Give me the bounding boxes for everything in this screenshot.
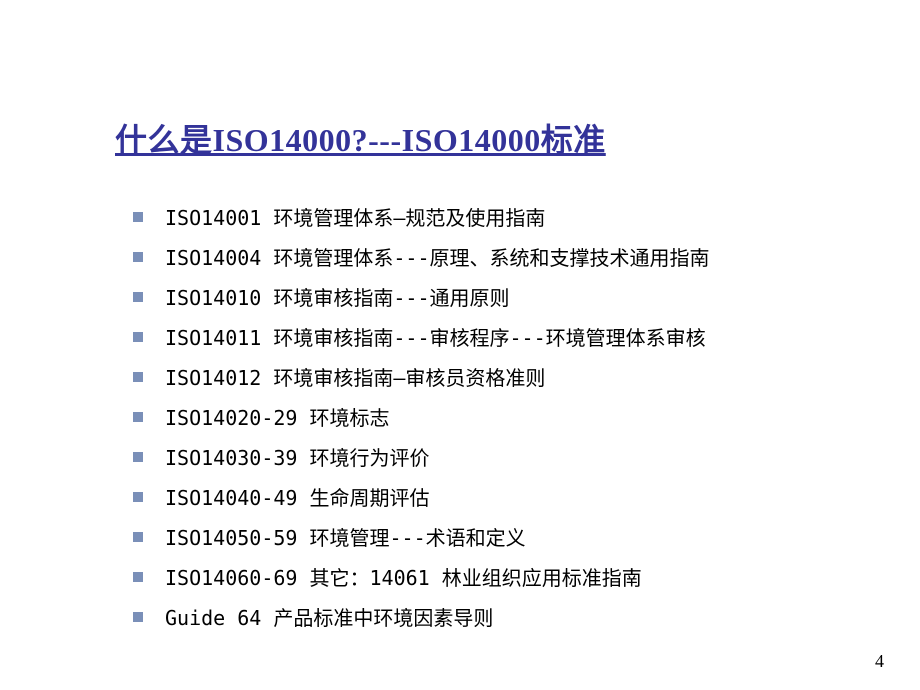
list-item: ISO14040-49 生命周期评估 [115,483,920,513]
slide-container: 什么是ISO14000?---ISO14000标准 ISO14001 环境管理体… [0,0,920,690]
list-item-text: ISO14004 环境管理体系---原理、系统和支撑技术通用指南 [165,243,710,273]
list-item-text: ISO14050-59 环境管理---术语和定义 [165,523,526,553]
list-item-text: ISO14012 环境审核指南—审核员资格准则 [165,363,545,393]
bullet-icon [133,252,143,262]
list-item: ISO14060-69 其它：14061 林业组织应用标准指南 [115,563,920,593]
list-item-text: Guide 64 产品标准中环境因素导则 [165,603,493,633]
list-item: ISO14020-29 环境标志 [115,403,920,433]
bullet-icon [133,212,143,222]
list-item: ISO14011 环境审核指南---审核程序---环境管理体系审核 [115,323,920,353]
list-item-text: ISO14040-49 生命周期评估 [165,483,430,513]
list-item: ISO14001 环境管理体系—规范及使用指南 [115,203,920,233]
list-item-text: ISO14001 环境管理体系—规范及使用指南 [165,203,545,233]
page-number: 4 [875,651,884,672]
bullet-icon [133,452,143,462]
standards-list: ISO14001 环境管理体系—规范及使用指南 ISO14004 环境管理体系-… [115,203,920,633]
list-item-text: ISO14010 环境审核指南---通用原则 [165,283,510,313]
list-item-text: ISO14020-29 环境标志 [165,403,390,433]
bullet-icon [133,492,143,502]
bullet-icon [133,612,143,622]
bullet-icon [133,572,143,582]
bullet-icon [133,412,143,422]
list-item: Guide 64 产品标准中环境因素导则 [115,603,920,633]
list-item-text: ISO14030-39 环境行为评价 [165,443,430,473]
list-item-text: ISO14060-69 其它：14061 林业组织应用标准指南 [165,563,642,593]
bullet-icon [133,532,143,542]
bullet-icon [133,372,143,382]
slide-title: 什么是ISO14000?---ISO14000标准 [115,115,920,161]
list-item: ISO14010 环境审核指南---通用原则 [115,283,920,313]
list-item-text: ISO14011 环境审核指南---审核程序---环境管理体系审核 [165,323,706,353]
list-item: ISO14012 环境审核指南—审核员资格准则 [115,363,920,393]
list-item: ISO14050-59 环境管理---术语和定义 [115,523,920,553]
bullet-icon [133,332,143,342]
list-item: ISO14030-39 环境行为评价 [115,443,920,473]
list-item: ISO14004 环境管理体系---原理、系统和支撑技术通用指南 [115,243,920,273]
bullet-icon [133,292,143,302]
